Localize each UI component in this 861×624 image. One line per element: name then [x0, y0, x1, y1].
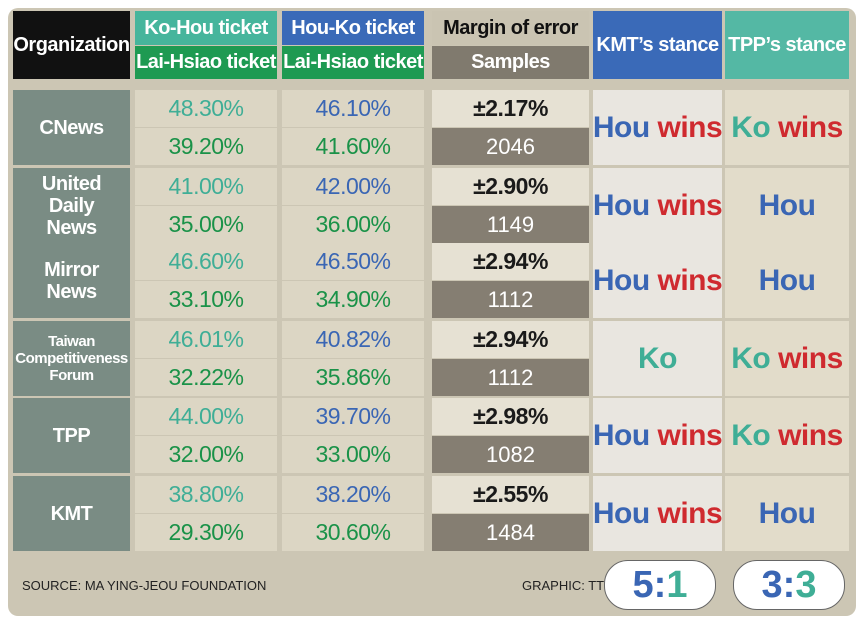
kmt-stance-wins: wins: [657, 263, 723, 297]
tpp-stance-cell: Ko wins: [725, 90, 849, 165]
header-hou-ko-ticket: Hou-Ko ticket: [282, 11, 424, 45]
tpp-stance-wins: wins: [778, 341, 843, 375]
kmt-score-badge: 5:1: [604, 560, 716, 610]
ko-hou-value: 44.00%: [135, 398, 277, 435]
lai-hsiao-value-a: 39.20%: [135, 128, 277, 165]
org-name: TPP: [13, 398, 130, 473]
tpp-score-badge: 3:3: [733, 560, 845, 610]
margin-of-error-value: ±2.94%: [432, 243, 589, 280]
margin-of-error-value: ±2.55%: [432, 476, 589, 513]
lai-hsiao-value-b: 41.60%: [282, 128, 424, 165]
tpp-stance-cell: Hou: [725, 476, 849, 551]
kmt-stance-cell: Hou wins: [592, 243, 723, 318]
hou-ko-value: 40.82%: [282, 321, 424, 358]
tpp-stance-wins: wins: [778, 418, 843, 452]
ko-hou-value: 46.60%: [135, 243, 277, 280]
org-name: Taiwan Competitiveness Forum: [13, 321, 130, 396]
tpp-stance-wins: wins: [778, 110, 843, 144]
kmt-stance-wins: wins: [657, 496, 723, 530]
kmt-stance-wins: wins: [657, 188, 723, 222]
header-ko-hou-ticket: Ko-Hou ticket: [135, 11, 277, 45]
source-note: SOURCE: MA YING-JEOU FOUNDATION: [22, 578, 267, 593]
lai-hsiao-value-a: 29.30%: [135, 514, 277, 551]
ko-hou-value: 46.01%: [135, 321, 277, 358]
margin-of-error-value: ±2.90%: [432, 168, 589, 205]
kmt-stance-cell: Hou wins: [592, 168, 723, 243]
sample-size-value: 2046: [432, 128, 589, 165]
org-name: Mirror News: [13, 243, 130, 318]
kmt-stance-cell: Hou wins: [592, 398, 723, 473]
lai-hsiao-value-a: 35.00%: [135, 206, 277, 243]
hou-ko-value: 42.00%: [282, 168, 424, 205]
sample-size-value: 1112: [432, 359, 589, 396]
tpp-stance-cell: Hou: [725, 243, 849, 318]
kmt-stance-candidate: Hou: [592, 110, 650, 144]
kmt-score-separator: :: [653, 563, 667, 606]
org-name: KMT: [13, 476, 130, 551]
kmt-score-left: 5: [632, 563, 654, 606]
kmt-stance-cell: Hou wins: [592, 90, 723, 165]
tpp-stance-candidate: Hou: [758, 188, 816, 222]
header-lai-hsiao-ticket-1: Lai-Hsiao ticket: [135, 46, 277, 79]
tpp-stance-cell: Hou: [725, 168, 849, 243]
margin-of-error-value: ±2.98%: [432, 398, 589, 435]
kmt-stance-wins: wins: [657, 418, 723, 452]
margin-of-error-value: ±2.94%: [432, 321, 589, 358]
hou-ko-value: 46.50%: [282, 243, 424, 280]
header-kmt-stance: KMT’s stance: [593, 11, 722, 79]
lai-hsiao-value-b: 35.86%: [282, 359, 424, 396]
ko-hou-value: 48.30%: [135, 90, 277, 127]
lai-hsiao-value-a: 32.00%: [135, 436, 277, 473]
org-name: CNews: [13, 90, 130, 165]
header-samples: Samples: [432, 46, 589, 79]
sample-size-value: 1149: [432, 206, 589, 243]
kmt-stance-cell: Hou wins: [592, 476, 723, 551]
ko-hou-value: 38.80%: [135, 476, 277, 513]
tpp-score-right: 3: [795, 563, 817, 606]
sample-size-value: 1484: [432, 514, 589, 551]
kmt-stance-candidate: Ko: [638, 341, 678, 375]
kmt-stance-candidate: Hou: [592, 418, 650, 452]
tpp-stance-candidate: Hou: [758, 496, 816, 530]
header-organization: Organization: [13, 11, 130, 79]
lai-hsiao-value-b: 33.00%: [282, 436, 424, 473]
org-name: United Daily News: [13, 168, 130, 243]
lai-hsiao-value-a: 33.10%: [135, 281, 277, 318]
lai-hsiao-value-b: 34.90%: [282, 281, 424, 318]
tpp-stance-candidate: Ko: [731, 110, 771, 144]
header-margin-of-error: Margin of error: [432, 11, 589, 45]
tpp-stance-cell: Ko wins: [725, 398, 849, 473]
ko-hou-value: 41.00%: [135, 168, 277, 205]
kmt-stance-candidate: Hou: [592, 263, 650, 297]
kmt-stance-candidate: Hou: [592, 188, 650, 222]
tpp-stance-cell: Ko wins: [725, 321, 849, 396]
sample-size-value: 1112: [432, 281, 589, 318]
lai-hsiao-value-a: 32.22%: [135, 359, 277, 396]
sample-size-value: 1082: [432, 436, 589, 473]
tpp-stance-candidate: Ko: [731, 418, 771, 452]
tpp-stance-candidate: Hou: [758, 263, 816, 297]
hou-ko-value: 39.70%: [282, 398, 424, 435]
tpp-stance-candidate: Ko: [731, 341, 771, 375]
kmt-score-right: 1: [666, 563, 688, 606]
hou-ko-value: 38.20%: [282, 476, 424, 513]
graphic-credit: GRAPHIC: TT: [522, 578, 605, 593]
kmt-stance-wins: wins: [657, 110, 723, 144]
tpp-score-separator: :: [782, 563, 796, 606]
kmt-stance-candidate: Hou: [592, 496, 650, 530]
lai-hsiao-value-b: 30.60%: [282, 514, 424, 551]
header-tpp-stance: TPP’s stance: [725, 11, 849, 79]
margin-of-error-value: ±2.17%: [432, 90, 589, 127]
hou-ko-value: 46.10%: [282, 90, 424, 127]
tpp-score-left: 3: [761, 563, 783, 606]
kmt-stance-cell: Ko: [593, 321, 722, 396]
lai-hsiao-value-b: 36.00%: [282, 206, 424, 243]
header-lai-hsiao-ticket-2: Lai-Hsiao ticket: [282, 46, 424, 79]
